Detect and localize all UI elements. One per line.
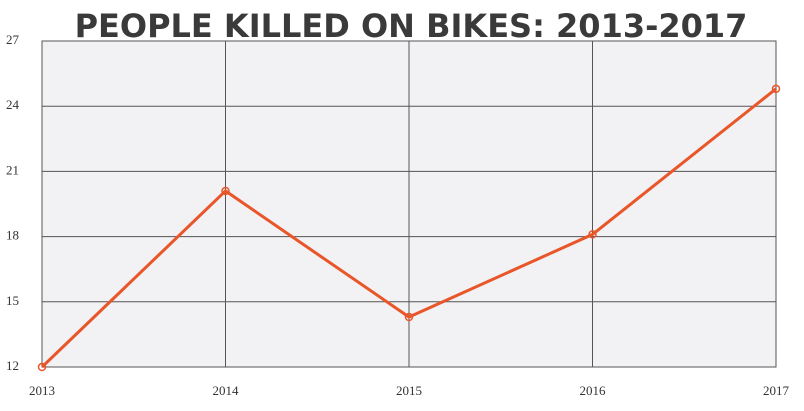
y-tick-label: 12 bbox=[6, 358, 19, 373]
data-line bbox=[40, 87, 777, 369]
x-tick-label: 2016 bbox=[580, 383, 607, 398]
data-point bbox=[771, 84, 781, 94]
data-point bbox=[221, 186, 230, 196]
y-tick-label: 27 bbox=[6, 32, 20, 47]
x-tick-label: 2017 bbox=[763, 383, 790, 398]
y-tick-label: 24 bbox=[6, 97, 20, 112]
data-point bbox=[37, 362, 47, 372]
x-tick-label: 2013 bbox=[29, 383, 55, 398]
y-tick-label: 18 bbox=[6, 228, 19, 243]
chart-title: PEOPLE KILLED ON BIKES: 2013-2017 bbox=[75, 7, 748, 45]
y-tick-label: 15 bbox=[6, 293, 19, 308]
data-point bbox=[588, 230, 597, 239]
y-tick-label: 21 bbox=[6, 162, 19, 177]
x-tick-label: 2014 bbox=[213, 383, 240, 398]
data-point bbox=[404, 312, 414, 322]
plot-border bbox=[41, 40, 777, 368]
x-tick-label: 2015 bbox=[396, 383, 422, 398]
